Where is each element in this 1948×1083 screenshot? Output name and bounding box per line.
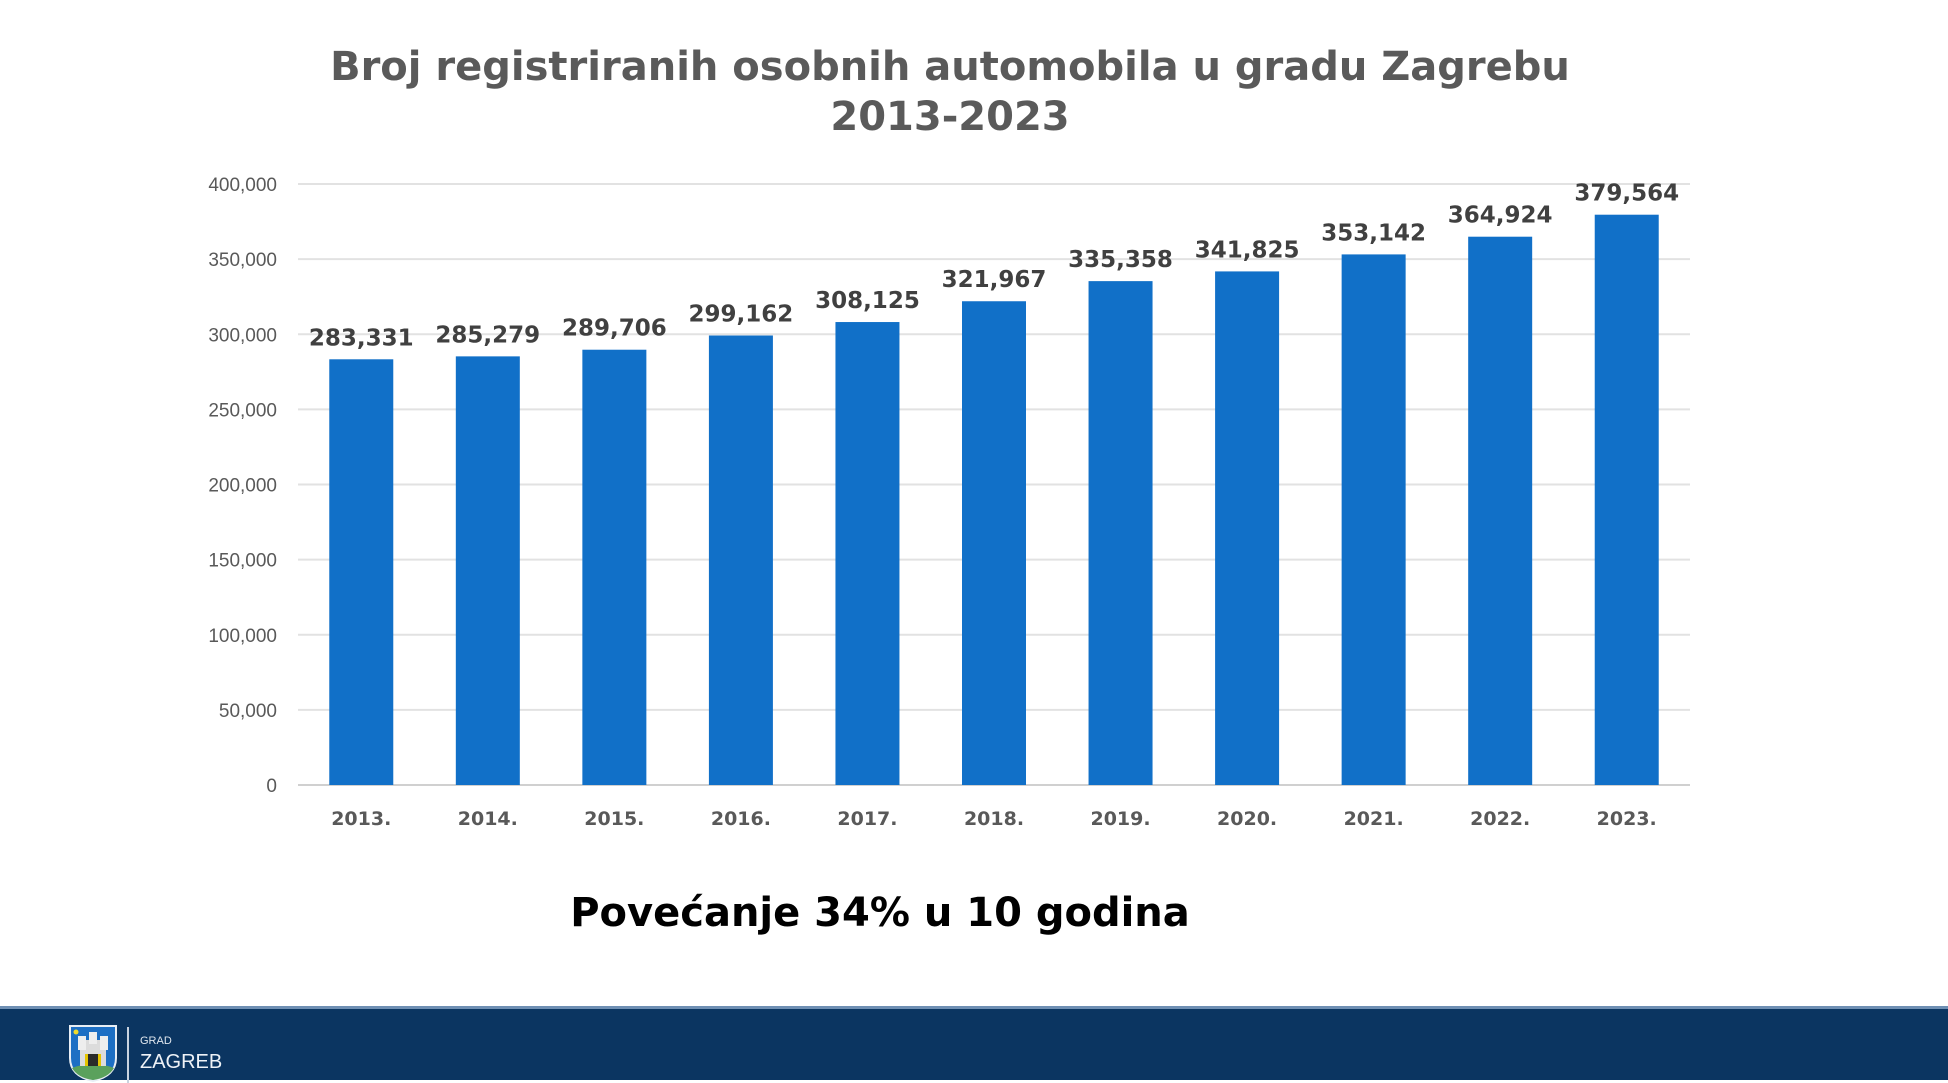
growth-annotation: Povećanje 34% u 10 godina bbox=[570, 890, 1190, 936]
data-label: 285,279 bbox=[435, 322, 540, 348]
bar bbox=[962, 301, 1026, 785]
data-label: 341,825 bbox=[1195, 237, 1300, 263]
bar bbox=[582, 349, 647, 785]
y-tick-label: 350,000 bbox=[208, 250, 277, 271]
bar bbox=[1088, 281, 1153, 785]
x-tick-label: 2022. bbox=[1470, 808, 1530, 830]
zagreb-coat-of-arms-logo bbox=[69, 1025, 117, 1082]
y-tick-label: 300,000 bbox=[208, 325, 277, 346]
x-tick-label: 2019. bbox=[1090, 808, 1150, 830]
logo-divider bbox=[127, 1027, 129, 1083]
data-label: 335,358 bbox=[1068, 247, 1173, 273]
x-tick-label: 2013. bbox=[331, 808, 391, 830]
x-tick-label: 2015. bbox=[584, 808, 644, 830]
y-tick-label: 400,000 bbox=[208, 175, 277, 196]
footer-grad-label: GRAD bbox=[140, 1035, 172, 1047]
data-label: 283,331 bbox=[309, 325, 414, 351]
data-label: 289,706 bbox=[562, 316, 667, 342]
y-tick-label: 250,000 bbox=[208, 400, 277, 421]
bar bbox=[835, 322, 900, 785]
x-tick-label: 2018. bbox=[964, 808, 1024, 830]
bar-chart: 0 50,000 100,000 150,000 200,000 250,000 300,0… bbox=[208, 175, 1690, 830]
y-tick-label: 200,000 bbox=[208, 476, 277, 497]
y-tick-label: 50,000 bbox=[219, 701, 277, 722]
chart-title-line2: 2013-2023 bbox=[830, 94, 1070, 140]
bar bbox=[455, 356, 520, 785]
x-tick-label: 2021. bbox=[1344, 808, 1404, 830]
bar bbox=[1594, 214, 1659, 786]
data-label: 308,125 bbox=[815, 288, 920, 314]
data-label: 364,924 bbox=[1448, 203, 1553, 229]
x-tick-label: 2020. bbox=[1217, 808, 1277, 830]
bar bbox=[708, 335, 773, 785]
data-label: 299,162 bbox=[689, 302, 794, 328]
x-tick-label: 2017. bbox=[837, 808, 897, 830]
y-tick-label: 100,000 bbox=[208, 626, 277, 647]
footer-city-label: ZAGREB bbox=[140, 1051, 223, 1073]
x-tick-label: 2023. bbox=[1597, 808, 1657, 830]
data-label: 379,564 bbox=[1574, 181, 1679, 207]
x-tick-label: 2016. bbox=[711, 808, 771, 830]
y-tick-label: 150,000 bbox=[208, 551, 277, 572]
bar bbox=[1215, 271, 1280, 785]
footer-bar: GRAD ZAGREB bbox=[0, 1006, 1948, 1083]
data-label: 321,967 bbox=[942, 267, 1047, 293]
chart-title-line1: Broj registriranih osobnih automobila u … bbox=[330, 44, 1570, 90]
chart-title: Broj registriranih osobnih automobila u … bbox=[250, 42, 1650, 142]
x-tick-label: 2014. bbox=[458, 808, 518, 830]
bar bbox=[1341, 254, 1406, 785]
bar bbox=[1468, 236, 1533, 786]
bar bbox=[329, 359, 394, 785]
data-label: 353,142 bbox=[1321, 220, 1426, 246]
y-tick-label: 0 bbox=[266, 776, 277, 797]
